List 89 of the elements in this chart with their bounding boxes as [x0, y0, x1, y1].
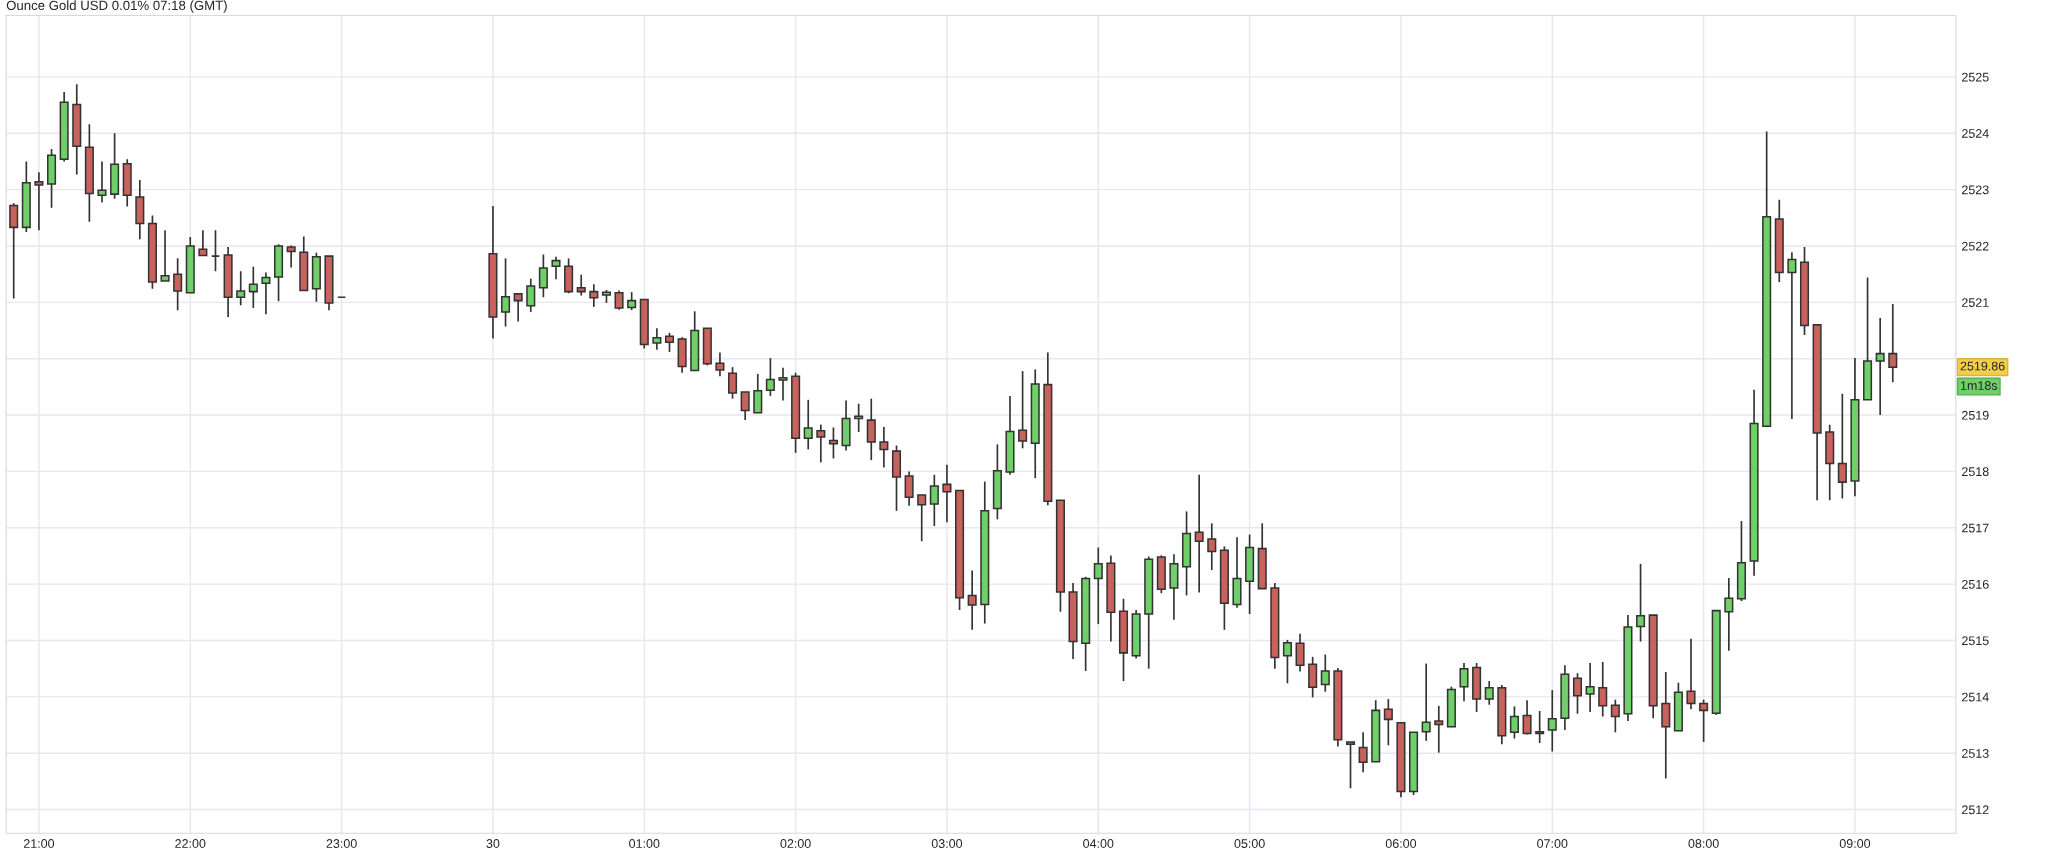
candlestick [1686, 637, 1696, 711]
candlestick [1308, 655, 1318, 699]
candlestick [1572, 672, 1583, 715]
candlestick [513, 292, 523, 323]
candlestick [1282, 639, 1292, 685]
candlestick [1459, 662, 1469, 703]
candlestick [715, 351, 725, 377]
text: 2519.86 [1960, 361, 2005, 371]
text: 1m18s [1960, 381, 1998, 390]
candlestick [1547, 689, 1557, 753]
x-tick-label: 21:00 [23, 839, 55, 848]
candlestick [1383, 698, 1393, 747]
candlestick [1636, 562, 1646, 643]
candlestick [1194, 473, 1204, 594]
candlestick [753, 373, 763, 414]
candlestick [854, 402, 864, 433]
y-tick-label: 2516 [1962, 579, 1989, 589]
y-tick-label: 2525 [1962, 72, 1989, 82]
candlestick [1093, 546, 1103, 625]
candlestick [1421, 662, 1431, 742]
candlestick [1875, 317, 1885, 416]
candlestick [917, 494, 927, 543]
candlestick [1598, 661, 1608, 718]
candlestick [765, 357, 775, 397]
candlestick [866, 397, 876, 461]
candlestick [1345, 741, 1356, 789]
x-tick-label: 30 [486, 839, 500, 848]
y-tick-label: 2517 [1962, 523, 1989, 533]
candlestick [1535, 710, 1545, 744]
y-tick-label: 2522 [1962, 241, 1989, 251]
x-tick-label: 07:00 [1537, 839, 1568, 848]
x-tick-label: 22:00 [175, 839, 206, 848]
candlestick [879, 426, 889, 469]
candlestick [740, 391, 750, 421]
candlestick [942, 463, 952, 523]
candlestick [1724, 577, 1734, 652]
candlestick [1295, 632, 1305, 673]
candlestick [664, 331, 675, 353]
x-tick-label: 04:00 [1083, 839, 1114, 848]
candlestick [1787, 251, 1797, 420]
candlestick [1610, 698, 1620, 734]
candlestick [816, 423, 826, 464]
candlestick [1585, 662, 1595, 713]
x-tick-label: 09:00 [1839, 839, 1871, 848]
y-tick-label: 2524 [1962, 129, 1989, 138]
candlestick [1837, 392, 1847, 500]
candlestick [828, 426, 838, 460]
chart-title: Ounce Gold USD 0.01% 07:18 (GMT) [6, 0, 227, 13]
candlestick [576, 273, 586, 297]
x-tick-label: 02:00 [780, 839, 811, 848]
candlestick [627, 291, 637, 312]
candlestick [1661, 671, 1671, 780]
candlestick [1484, 680, 1494, 706]
y-tick-label: 2523 [1962, 185, 1989, 195]
x-tick-label: 06:00 [1385, 839, 1417, 848]
candlestick [1509, 705, 1519, 740]
candlestick [1522, 699, 1532, 736]
candlestick [614, 289, 624, 311]
candlestick [1358, 731, 1368, 774]
candlestick [1434, 705, 1444, 754]
x-tick-label: 01:00 [629, 839, 660, 848]
candlestick [589, 283, 599, 308]
y-tick-label: 2512 [1962, 805, 1989, 815]
candlestick [929, 473, 939, 527]
candlestick [1699, 698, 1709, 743]
candlestick [728, 366, 738, 400]
candlestick [1320, 653, 1330, 693]
candlestick [778, 366, 788, 402]
x-tick-label: 08:00 [1688, 839, 1719, 848]
x-tick-label: 05:00 [1234, 839, 1265, 848]
y-tick-label: 2514 [1962, 692, 1989, 702]
y-tick-label: 2515 [1962, 636, 1989, 646]
y-tick-label: 2513 [1962, 749, 1989, 758]
candlestick [803, 398, 813, 451]
x-tick-label: 03:00 [931, 839, 963, 848]
candlestick [526, 277, 536, 313]
candlestick [538, 253, 548, 299]
candlestick [652, 327, 662, 351]
candlestick [551, 255, 561, 281]
candlestick [904, 470, 914, 507]
y-tick-label: 2518 [1962, 467, 1989, 477]
candlestick [1888, 303, 1898, 384]
x-tick-label: 23:00 [326, 839, 357, 848]
candlestick [967, 569, 977, 631]
y-tick-label: 2519 [1962, 410, 1989, 420]
candlestick [501, 257, 511, 328]
y-tick-label: 2521 [1962, 298, 1989, 307]
candlestick [1018, 370, 1028, 450]
candlestick [1207, 522, 1217, 571]
